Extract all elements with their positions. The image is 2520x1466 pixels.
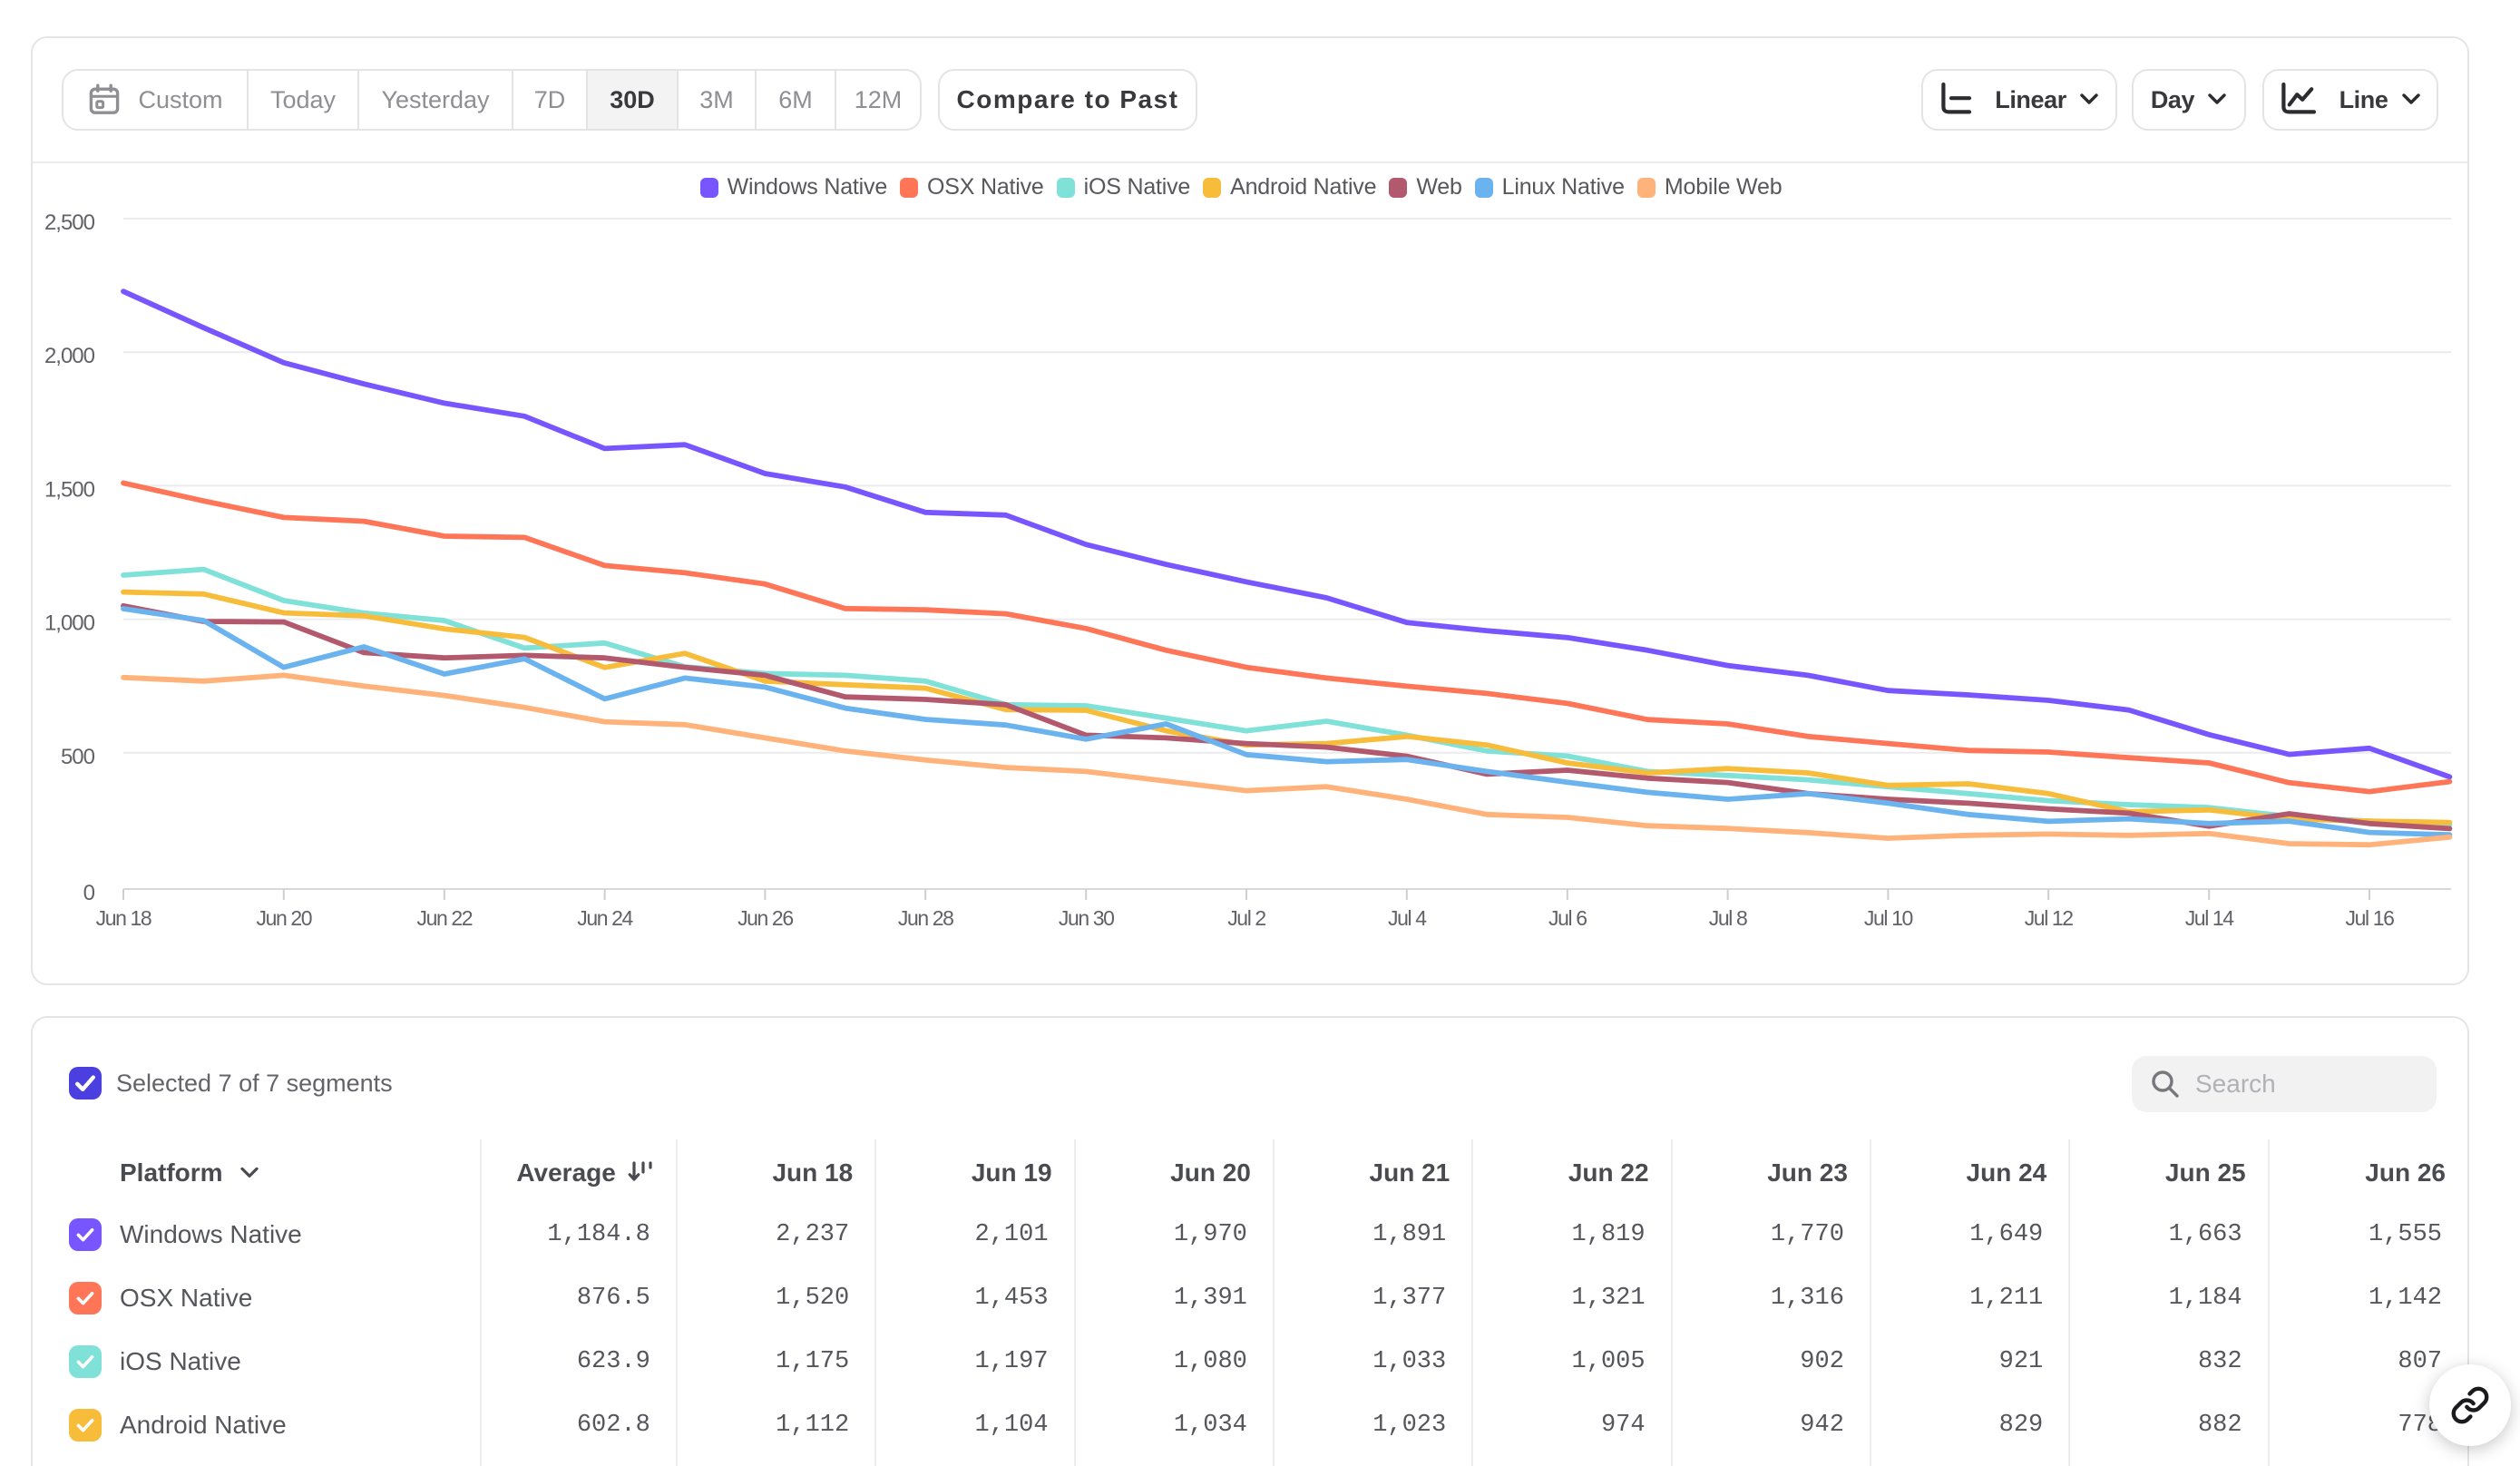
svg-text:Jun 28: Jun 28 [898,906,953,930]
svg-text:500: 500 [61,745,95,769]
svg-text:Jul 12: Jul 12 [2025,906,2074,930]
svg-text:Jul 2: Jul 2 [1227,906,1265,930]
svg-text:1,000: 1,000 [44,611,95,636]
svg-text:0: 0 [83,881,95,905]
svg-text:Jun 18: Jun 18 [96,906,151,930]
svg-text:Jun 30: Jun 30 [1059,906,1114,930]
svg-text:Jun 24: Jun 24 [577,906,633,930]
svg-text:Jul 16: Jul 16 [2346,906,2395,930]
svg-text:Jul 8: Jul 8 [1709,906,1747,930]
svg-text:1,500: 1,500 [44,477,95,502]
svg-text:Jun 26: Jun 26 [737,906,793,930]
svg-text:2,000: 2,000 [44,344,95,368]
svg-text:Jun 22: Jun 22 [416,906,472,930]
svg-text:Jul 6: Jul 6 [1548,906,1587,930]
svg-text:Jul 10: Jul 10 [1864,906,1913,930]
svg-text:Jun 20: Jun 20 [256,906,311,930]
svg-text:Jul 14: Jul 14 [2185,906,2235,930]
svg-text:Jul 4: Jul 4 [1388,906,1427,930]
svg-text:2,500: 2,500 [44,210,95,235]
